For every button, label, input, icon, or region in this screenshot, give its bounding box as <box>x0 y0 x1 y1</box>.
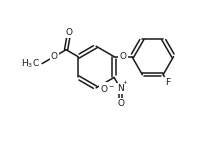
Text: $^+$: $^+$ <box>121 80 129 89</box>
Text: O: O <box>119 52 127 61</box>
Text: F: F <box>165 78 170 87</box>
Text: O: O <box>51 52 58 61</box>
Text: O: O <box>65 28 72 37</box>
Text: O$^-$: O$^-$ <box>100 83 115 94</box>
Text: O: O <box>117 99 124 108</box>
Text: H$_3$C: H$_3$C <box>21 57 40 70</box>
Text: N: N <box>117 84 124 93</box>
